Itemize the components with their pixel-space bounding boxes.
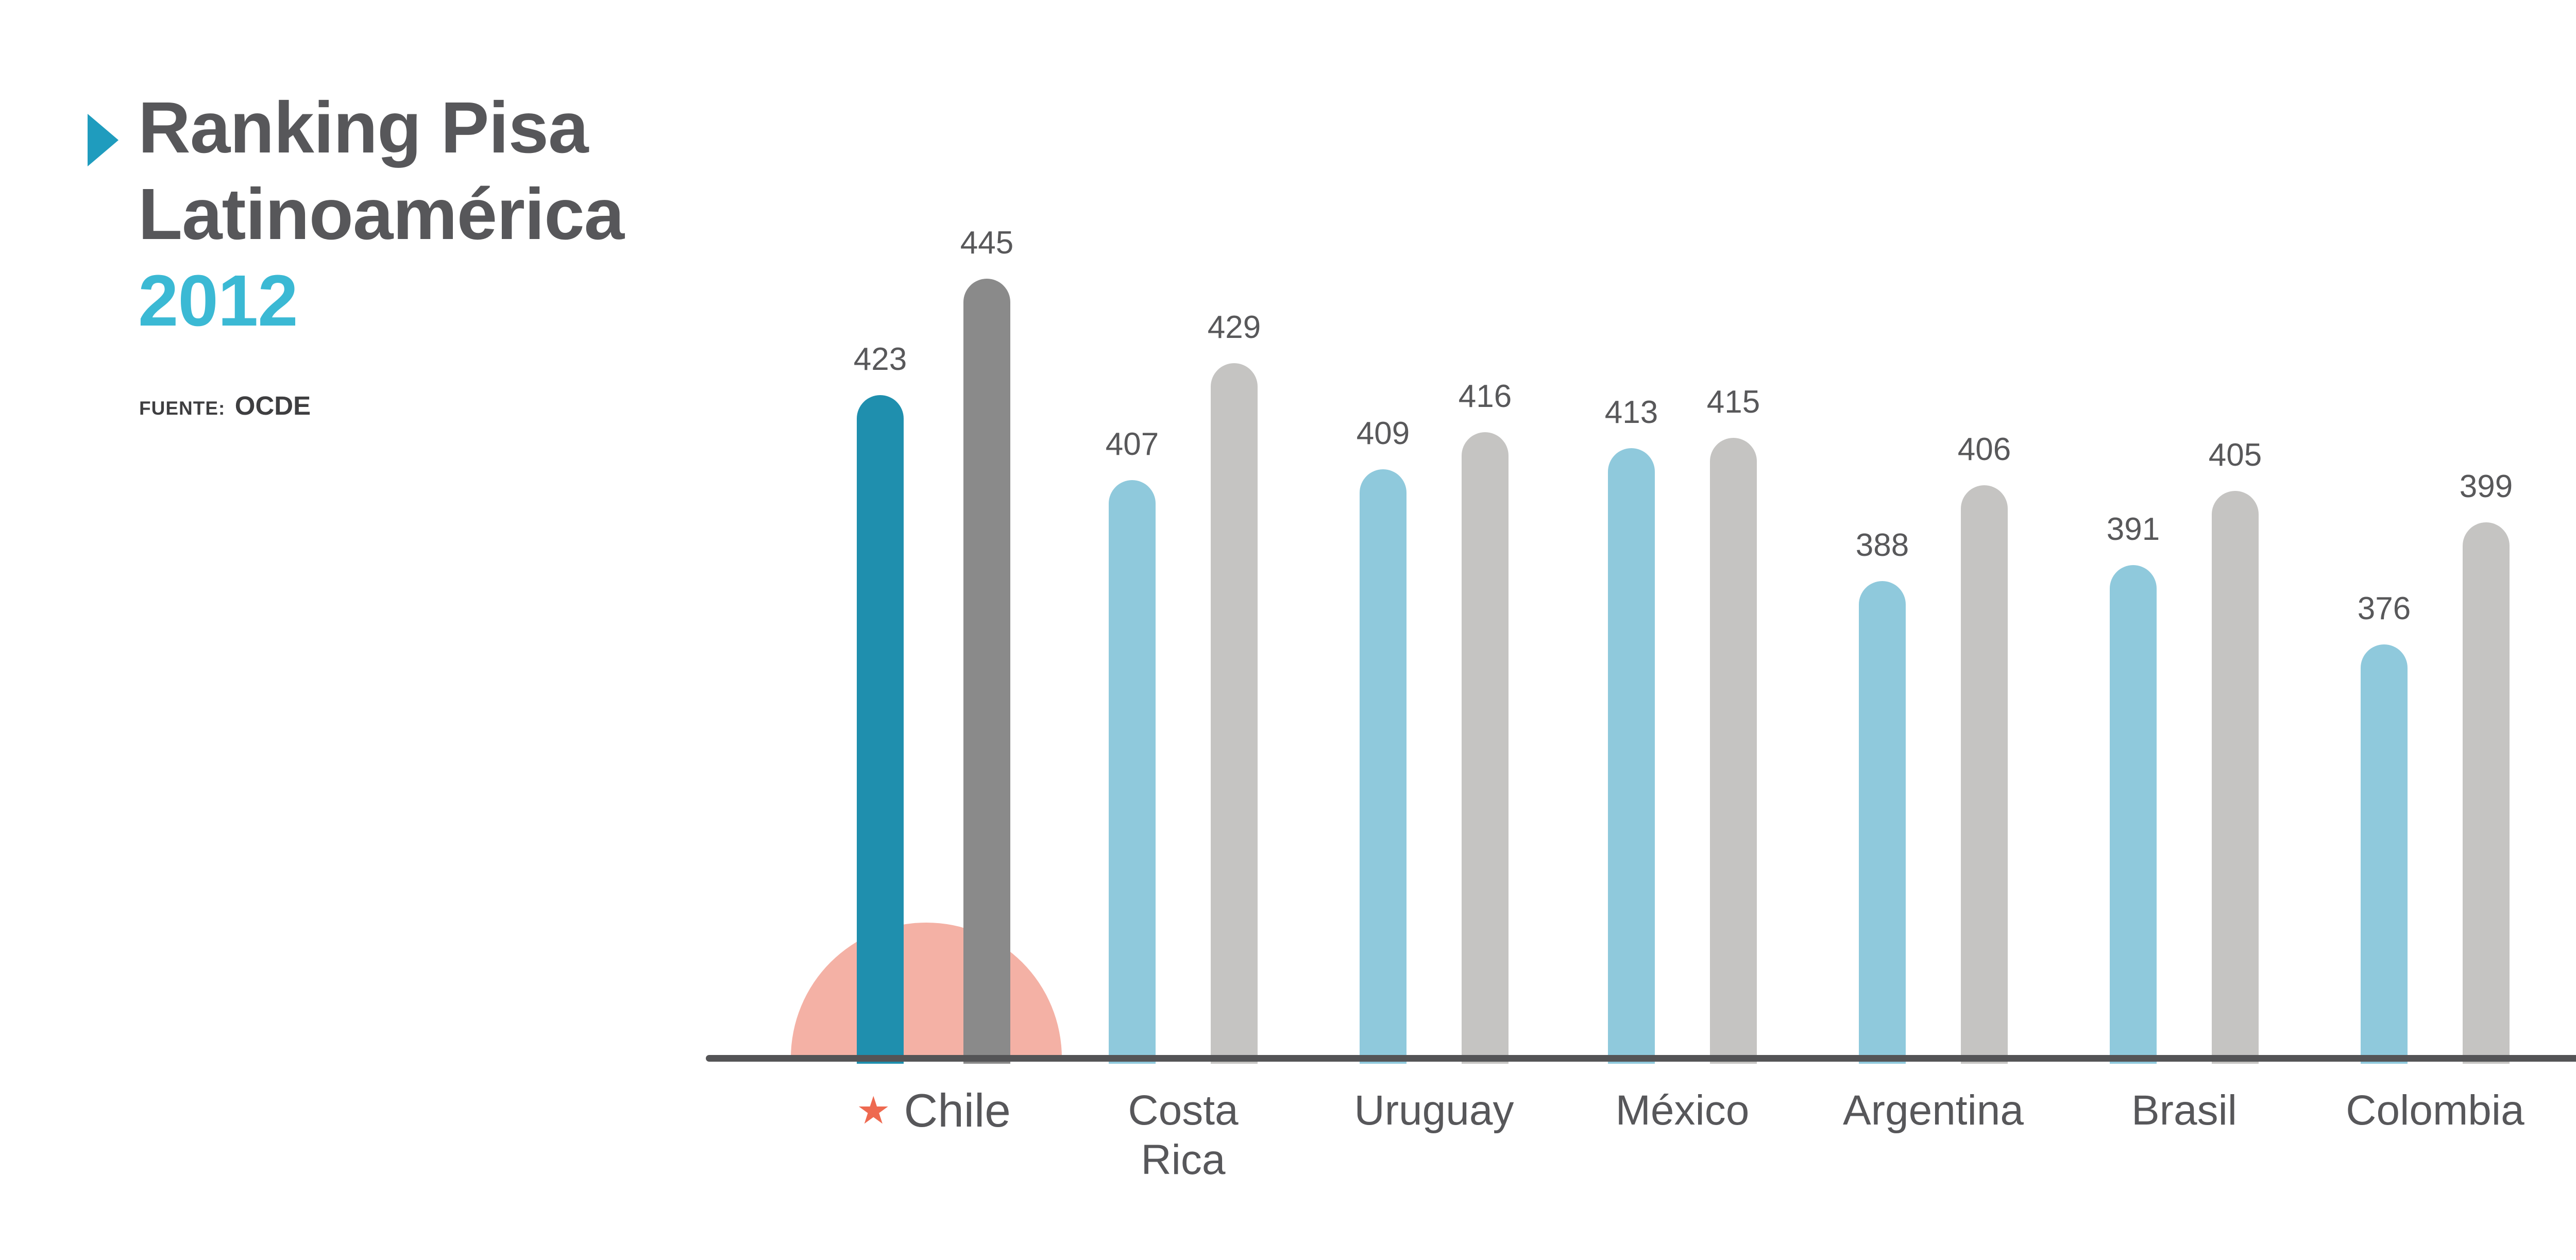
source-note: FUENTE: OCDE bbox=[139, 390, 311, 421]
bar-ciencias-uruguay bbox=[1360, 469, 1406, 1064]
bar-ciencias-costa-rica bbox=[1109, 480, 1156, 1064]
bar-ciencias-colombia bbox=[2361, 644, 2408, 1064]
category-label-costa-rica: Costa Rica bbox=[1128, 1087, 1239, 1183]
value-label-ciencias-brasil: 391 bbox=[2106, 512, 2160, 547]
title-year: 2012 bbox=[138, 260, 298, 341]
value-label-matematicas-mexico: 415 bbox=[1706, 384, 1760, 420]
bar-ciencias-brasil bbox=[2110, 565, 2157, 1064]
bar-matematicas-mexico bbox=[1710, 438, 1757, 1064]
bar-ciencias-chile bbox=[857, 395, 904, 1064]
value-label-matematicas-brasil: 405 bbox=[2208, 437, 2262, 473]
value-label-ciencias-uruguay: 409 bbox=[1356, 416, 1410, 451]
value-label-ciencias-colombia: 376 bbox=[2357, 591, 2411, 626]
value-label-ciencias-mexico: 413 bbox=[1604, 395, 1658, 430]
source-prefix: FUENTE: bbox=[139, 398, 226, 419]
category-label-argentina: Argentina bbox=[1842, 1087, 2024, 1134]
category-label-mexico: México bbox=[1615, 1087, 1750, 1134]
value-label-matematicas-argentina: 406 bbox=[1957, 432, 2011, 467]
value-label-matematicas-uruguay: 416 bbox=[1458, 379, 1512, 414]
value-label-ciencias-costa-rica: 407 bbox=[1105, 427, 1159, 462]
title-bullet-triangle-icon bbox=[88, 114, 118, 166]
category-label-colombia: Colombia bbox=[2346, 1087, 2524, 1134]
value-label-ciencias-argentina: 388 bbox=[1855, 527, 1909, 563]
source-value: OCDE bbox=[234, 391, 311, 420]
chile-star-icon: ★ bbox=[856, 1089, 891, 1132]
page-title: Ranking Pisa Latinoamérica 2012 bbox=[138, 84, 624, 344]
category-label-chile: ★ Chile bbox=[856, 1085, 1011, 1137]
value-label-ciencias-peru: 368 bbox=[2551, 633, 2576, 670]
bar-matematicas-costa-rica bbox=[1211, 363, 1258, 1064]
bar-matematicas-uruguay bbox=[1462, 432, 1509, 1064]
category-label-uruguay: Uruguay bbox=[1354, 1087, 1514, 1134]
bar-matematicas-brasil bbox=[2212, 491, 2259, 1064]
value-label-matematicas-colombia: 399 bbox=[2459, 469, 2513, 504]
bar-matematicas-argentina bbox=[1961, 485, 2008, 1064]
value-label-matematicas-chile: 445 bbox=[960, 225, 1014, 261]
bar-ciencias-argentina bbox=[1859, 581, 1906, 1064]
category-label-peru: Perú bbox=[2545, 1086, 2576, 1135]
bar-matematicas-chile bbox=[963, 279, 1010, 1064]
bar-matematicas-colombia bbox=[2463, 522, 2510, 1064]
bar-ciencias-mexico bbox=[1608, 448, 1655, 1064]
title-line-2: Latinoamérica bbox=[138, 173, 624, 254]
value-label-ciencias-chile: 423 bbox=[853, 342, 907, 377]
title-line-1: Ranking Pisa bbox=[138, 87, 588, 168]
value-label-matematicas-costa-rica: 429 bbox=[1207, 310, 1261, 345]
chile-highlight-dome bbox=[791, 923, 1062, 1058]
x-axis-line bbox=[706, 1055, 2576, 1062]
category-label-brasil: Brasil bbox=[2131, 1087, 2238, 1134]
